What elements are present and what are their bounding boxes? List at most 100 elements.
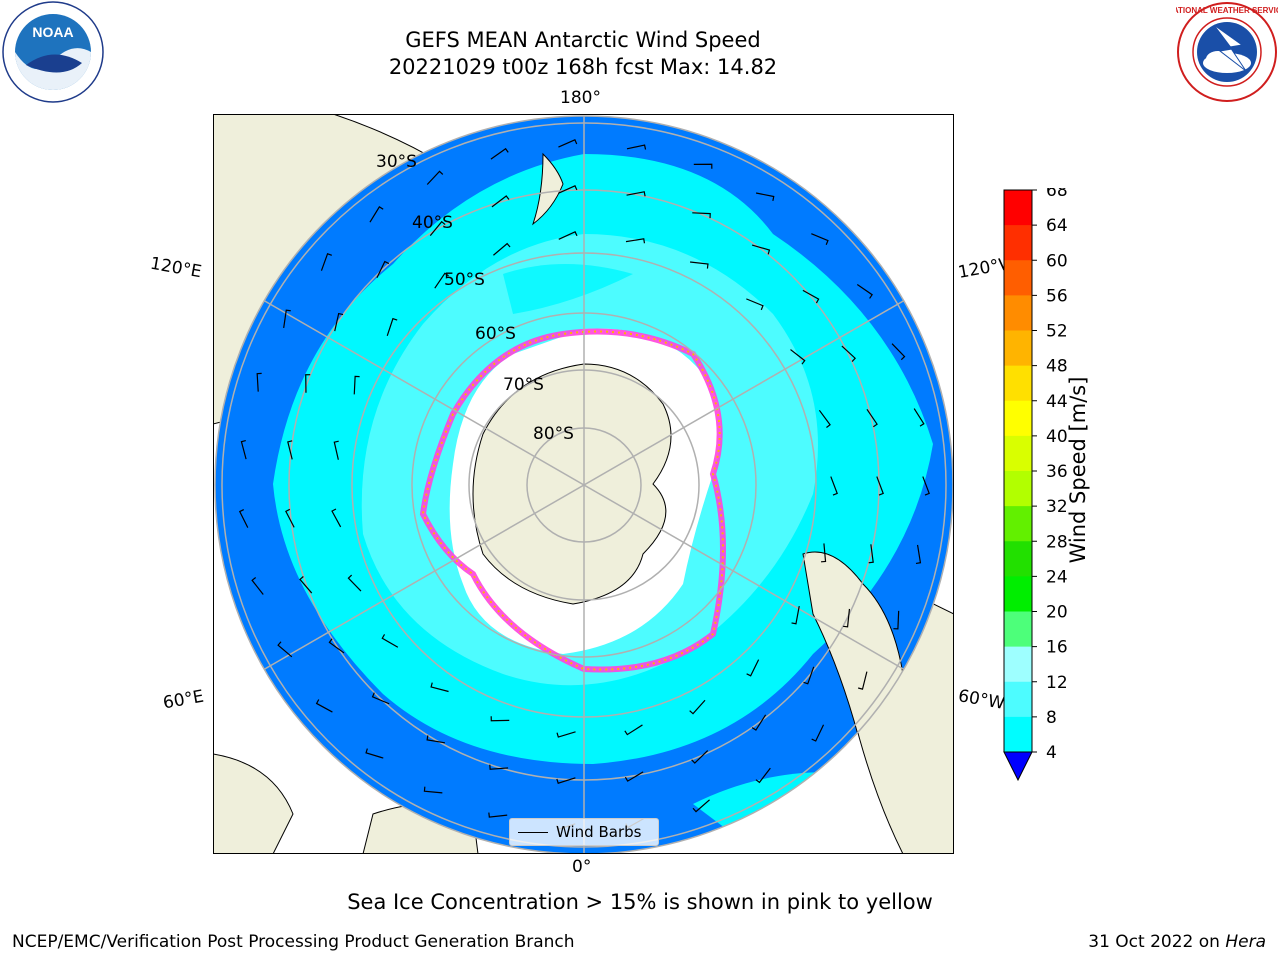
wind-barb-legend-label: Wind Barbs (556, 823, 642, 841)
wind-barb (347, 574, 362, 592)
wind-barb (891, 343, 906, 361)
wind-barb (371, 692, 390, 705)
svg-text:NATIONAL WEATHER SERVICE: NATIONAL WEATHER SERVICE (1176, 6, 1278, 15)
colorbar-band (1004, 471, 1032, 507)
lon-label-120e: 120°E (148, 253, 204, 283)
wind-barb (558, 231, 578, 240)
wind-barb (558, 185, 578, 194)
lat-label-70s: 70°S (503, 375, 544, 395)
colorbar-band (1004, 295, 1032, 331)
wind-barb (755, 192, 775, 202)
colorbar-band (1004, 681, 1032, 718)
nws-logo: NATIONAL WEATHER SERVICE (1176, 2, 1278, 102)
wind-barb (434, 272, 449, 289)
footer-date: 31 Oct 2022 on Hera (1088, 932, 1266, 952)
colorbar-tick-label: 32 (1046, 497, 1068, 517)
colorbar-band (1004, 330, 1032, 367)
colorbar-tick-label: 52 (1046, 322, 1068, 342)
wind-barb (489, 764, 509, 770)
colorbar-tick-label: 44 (1046, 392, 1068, 412)
sea-ice-caption: Sea Ice Concentration > 15% is shown in … (347, 890, 933, 914)
wind-barb (429, 220, 446, 237)
wind-barb (430, 682, 449, 693)
wind-barb (493, 242, 511, 256)
wind-barb (558, 139, 578, 148)
colorbar-tick-label: 48 (1046, 357, 1068, 377)
wind-barb (426, 735, 445, 744)
colorbar-band (1004, 646, 1032, 683)
wind-barb (790, 349, 806, 365)
wind-barb (283, 309, 291, 329)
wind-barb (922, 476, 930, 496)
lat-label-60s: 60°S (475, 324, 516, 344)
wind-barb (820, 543, 827, 563)
polar-map (214, 115, 953, 853)
lat-label-40s: 40°S (412, 213, 453, 233)
colorbar-tick-label: 36 (1046, 462, 1068, 482)
wind-barb-legend: Wind Barbs (509, 818, 659, 846)
colorbar-tick-label: 20 (1046, 603, 1068, 623)
wind-barb (746, 298, 764, 311)
wind-barb (626, 144, 647, 150)
wind-barb (866, 408, 878, 428)
wind-barb (624, 724, 643, 736)
footer-date-text: 31 Oct 2022 on (1088, 932, 1220, 952)
colorbar-band (1004, 611, 1032, 648)
map-subtitle: 20221029 t00z 168h fcst Max: 14.82 (388, 55, 778, 79)
wind-barb (689, 699, 706, 715)
wind-barb (369, 206, 384, 223)
wind-barb (841, 345, 856, 362)
wind-barb (858, 671, 868, 690)
noaa-logo-text: NOAA (32, 24, 73, 40)
wind-barb (691, 750, 709, 764)
noaa-logo: NOAA (2, 1, 104, 103)
colorbar-label: Wind Speed [m/s] (1066, 376, 1090, 564)
wind-barb (843, 608, 851, 628)
wind-barb (692, 799, 710, 813)
lon-label-0: 0° (572, 857, 592, 877)
map-frame (213, 114, 954, 854)
colorbar-band (1004, 576, 1032, 612)
wind-barb (305, 374, 311, 393)
wind-barb (802, 289, 820, 304)
colorbar-band (1004, 260, 1032, 296)
colorbar-band (1004, 435, 1032, 472)
wind-barb (556, 731, 576, 738)
wind-barb (251, 577, 264, 595)
wind-barb (315, 699, 333, 713)
wind-barb (334, 312, 344, 332)
wind-barb (365, 748, 384, 759)
wind-barb (238, 509, 249, 528)
map-title: GEFS MEAN Antarctic Wind Speed (405, 28, 761, 52)
colorbar-tick-label: 56 (1046, 286, 1068, 306)
wind-barb (353, 375, 360, 395)
wind-barb (811, 724, 825, 742)
colorbar-tick-label: 4 (1046, 743, 1057, 763)
colorbar-tick-label: 40 (1046, 427, 1068, 447)
wind-barb (381, 634, 399, 648)
colorbar-tick-label: 64 (1046, 216, 1068, 236)
wind-barb (856, 284, 873, 299)
wind-barb (876, 476, 884, 496)
wind-barb (333, 440, 339, 460)
colorbar-band (1004, 190, 1032, 226)
wind-barb (791, 605, 800, 625)
wind-barb (376, 260, 390, 279)
wind-barb (299, 576, 313, 594)
wind-barb (423, 786, 443, 794)
colorbar-tick-label: 68 (1046, 188, 1068, 201)
wind-barb (755, 767, 771, 784)
lon-label-180: 180° (560, 88, 601, 108)
wind-barb (811, 233, 829, 245)
wind-barb (693, 163, 713, 169)
wind-barb (386, 317, 398, 336)
wind-barb (915, 544, 922, 565)
lon-label-60e: 60°E (161, 686, 206, 714)
colorbar-band (1004, 506, 1032, 542)
wind-barb (818, 409, 831, 428)
wind-barb-legend-line (518, 831, 548, 833)
wind-barb (490, 716, 510, 722)
wind-barb (287, 440, 293, 460)
colorbar-tick-label: 12 (1046, 673, 1068, 693)
wind-barb (830, 476, 838, 496)
